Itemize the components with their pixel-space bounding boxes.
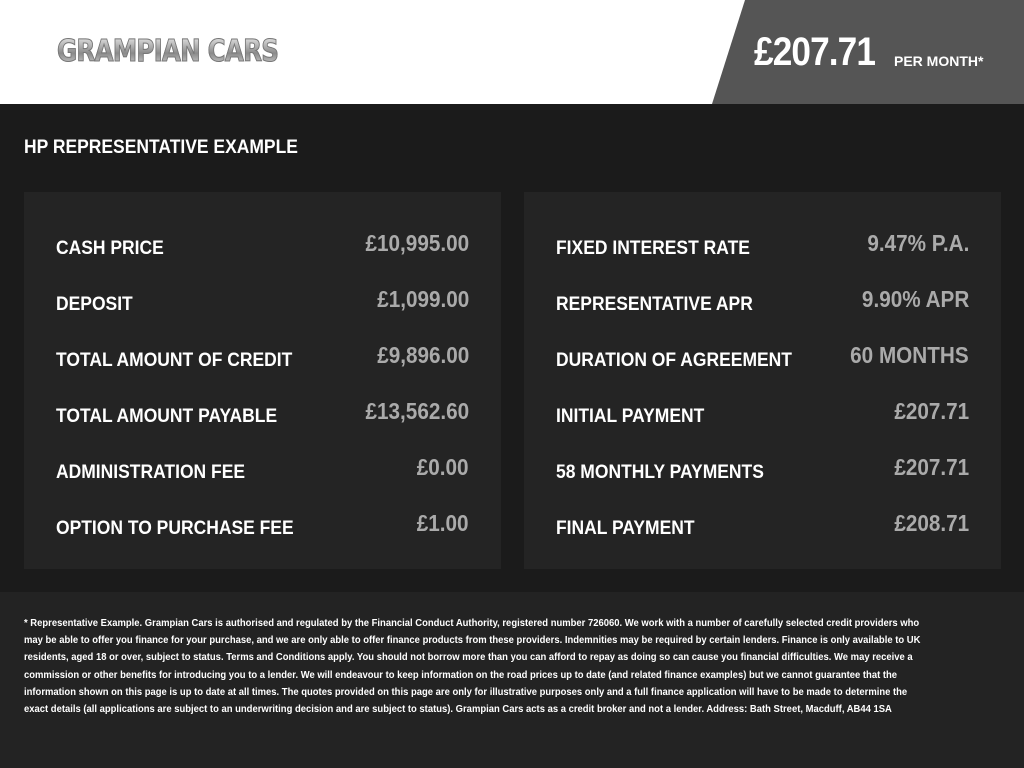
finance-details-right: FIXED INTEREST RATE 9.47% P.A. REPRESENTAT…: [524, 192, 1001, 569]
finance-value: £0.00: [417, 454, 469, 480]
per-month-label: PER MONTH*: [894, 53, 984, 69]
finance-label: CASH PRICE: [56, 238, 164, 259]
finance-label: 58 MONTHLY PAYMENTS: [556, 462, 764, 483]
finance-label: FINAL PAYMENT: [556, 518, 695, 539]
finance-label: DURATION OF AGREEMENT: [556, 350, 792, 371]
finance-value: £13,562.60: [365, 398, 469, 424]
finance-row: OPTION TO PURCHASE FEE £1.00: [56, 510, 469, 540]
finance-row: REPRESENTATIVE APR 9.90% APR: [556, 286, 969, 316]
finance-label: INITIAL PAYMENT: [556, 406, 705, 427]
finance-value: £207.71: [894, 398, 969, 424]
finance-row: DEPOSIT £1,099.00: [56, 286, 469, 316]
finance-value: £208.71: [894, 510, 969, 536]
finance-details-left: CASH PRICE £10,995.00 DEPOSIT £1,099.00 TOTA…: [24, 192, 501, 569]
finance-row: FIXED INTEREST RATE 9.47% P.A.: [556, 230, 969, 260]
finance-row: FINAL PAYMENT £208.71: [556, 510, 969, 540]
finance-row: INITIAL PAYMENT £207.71: [556, 398, 969, 428]
finance-row: ADMINISTRATION FEE £0.00: [56, 454, 469, 484]
finance-value: £9,896.00: [376, 342, 469, 368]
finance-value: £1,099.00: [376, 286, 469, 312]
finance-value: £1.00: [417, 510, 469, 536]
finance-label: ADMINISTRATION FEE: [56, 462, 246, 483]
section-title: HP REPRESENTATIVE EXAMPLE: [24, 137, 298, 158]
finance-row: TOTAL AMOUNT OF CREDIT £9,896.00: [56, 342, 469, 372]
finance-row: TOTAL AMOUNT PAYABLE £13,562.60: [56, 398, 469, 428]
finance-value: 9.47% P.A.: [866, 230, 969, 256]
finance-value: £10,995.00: [365, 230, 469, 256]
finance-row: DURATION OF AGREEMENT 60 MONTHS: [556, 342, 969, 372]
finance-row: CASH PRICE £10,995.00: [56, 230, 469, 260]
finance-label: DEPOSIT: [56, 294, 133, 315]
finance-label: FIXED INTEREST RATE: [556, 238, 750, 259]
finance-value: £207.71: [894, 454, 969, 480]
disclaimer-section: [0, 592, 1024, 768]
finance-label: TOTAL AMOUNT OF CREDIT: [56, 350, 293, 371]
logo: GRAMPIAN CARS: [57, 34, 280, 70]
finance-value: 9.90% APR: [861, 286, 969, 312]
monthly-price-banner: £207.71 PER MONTH*: [712, 0, 1024, 104]
finance-label: TOTAL AMOUNT PAYABLE: [56, 406, 278, 427]
finance-value: 60 MONTHS: [850, 342, 969, 368]
disclaimer-text: * Representative Example. Grampian Cars …: [24, 617, 921, 716]
finance-row: 58 MONTHLY PAYMENTS £207.71: [556, 454, 969, 484]
monthly-price: £207.71: [754, 30, 876, 74]
finance-label: REPRESENTATIVE APR: [556, 294, 753, 315]
finance-label: OPTION TO PURCHASE FEE: [56, 518, 294, 539]
